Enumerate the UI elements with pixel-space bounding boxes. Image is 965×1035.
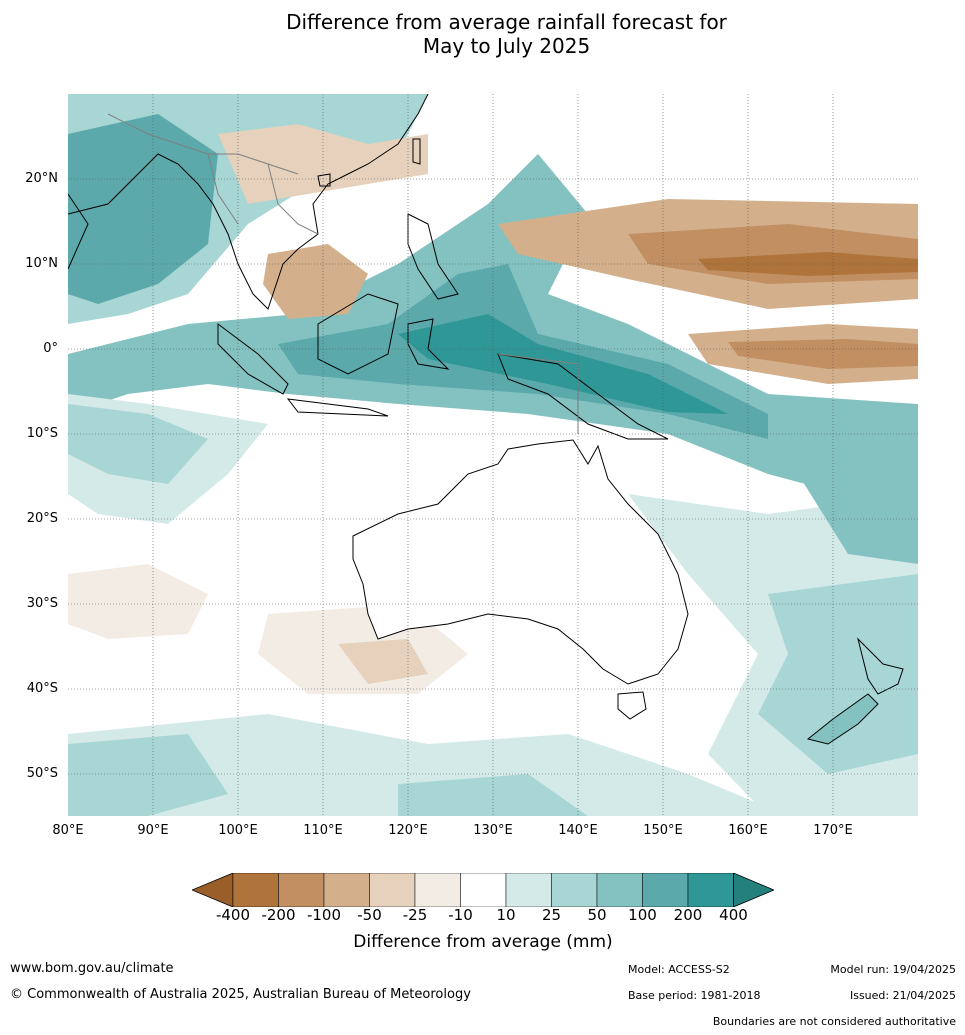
colorbar-tick: 50 bbox=[587, 906, 607, 924]
lat-label-20s: 20°S bbox=[26, 511, 58, 526]
lon-label-140e: 140°E bbox=[558, 823, 598, 838]
lon-label-90e: 90°E bbox=[137, 823, 169, 838]
colorbar-extend-high bbox=[733, 873, 774, 907]
lon-label-150e: 150°E bbox=[643, 823, 683, 838]
wet-region-southern-ocean-inner bbox=[68, 734, 228, 816]
lon-label-170e: 170°E bbox=[813, 823, 853, 838]
sumatra-coastline bbox=[217, 323, 289, 395]
colorbar-tick: 400 bbox=[719, 906, 748, 924]
colorbar-extend-low bbox=[192, 873, 234, 907]
lon-label-110e: 110°E bbox=[303, 823, 343, 838]
lat-label-10s: 10°S bbox=[26, 426, 58, 441]
wet-region-indian-ocean-inner bbox=[68, 404, 208, 484]
lon-label-160e: 160°E bbox=[728, 823, 768, 838]
india-coastline bbox=[68, 193, 89, 270]
title-line-2: May to July 2025 bbox=[422, 34, 591, 58]
colorbar-bin-pos100 bbox=[642, 873, 689, 907]
lat-label-0: 0° bbox=[43, 341, 58, 356]
colorbar-bin-pos200 bbox=[687, 873, 734, 907]
colorbar-tick: 100 bbox=[628, 906, 657, 924]
colorbar-bin-neg400 bbox=[232, 873, 279, 907]
title-line-1: Difference from average rainfall forecas… bbox=[286, 10, 727, 34]
dry-patch-bight-inner bbox=[338, 639, 428, 684]
wet-region-southern-ocean-east bbox=[398, 774, 588, 816]
lat-label-30s: 30°S bbox=[26, 596, 58, 611]
dry-region-pacific-equator-core bbox=[728, 339, 918, 369]
lon-label-80e: 80°E bbox=[52, 823, 84, 838]
colorbar-tick: -25 bbox=[402, 906, 428, 924]
wet-region-maritime-core bbox=[398, 314, 728, 414]
copyright-text: © Commonwealth of Australia 2025, Austra… bbox=[10, 987, 471, 1002]
colorbar-bin-neg100 bbox=[323, 873, 370, 907]
colorbar-bin-neutral bbox=[460, 873, 507, 907]
hainan-coastline bbox=[317, 173, 331, 187]
lat-label-10n: 10°N bbox=[25, 256, 58, 271]
website-link[interactable]: www.bom.gov.au/climate bbox=[10, 961, 174, 976]
tasmania-coastline bbox=[617, 691, 647, 720]
base-period-text: Base period: 1981-2018 bbox=[628, 989, 761, 1002]
colorbar-tick: 200 bbox=[673, 906, 703, 924]
colorbar-tick: -100 bbox=[306, 906, 342, 924]
colorbar-tick: -200 bbox=[261, 906, 296, 924]
dry-patch-south-indian bbox=[68, 564, 208, 639]
map-svg bbox=[68, 94, 918, 816]
rainfall-map bbox=[68, 94, 918, 816]
colorbar-bin-neg50 bbox=[369, 873, 416, 907]
borneo-coastline bbox=[317, 293, 399, 375]
colorbar-bin-pos25 bbox=[551, 873, 598, 907]
australia-coastline bbox=[352, 439, 689, 685]
wet-region-tasman bbox=[758, 574, 918, 774]
lon-label-120e: 120°E bbox=[388, 823, 428, 838]
dry-region-scs bbox=[263, 244, 368, 319]
lat-label-50s: 50°S bbox=[26, 766, 58, 781]
colorbar-tick: -50 bbox=[357, 906, 382, 924]
colorbar-bin-neg25 bbox=[414, 873, 461, 907]
asia-coastline bbox=[68, 94, 429, 310]
colorbar-tick: 10 bbox=[496, 906, 516, 924]
colorbar-bin-neg200 bbox=[278, 873, 325, 907]
colorbar-tick: -400 bbox=[215, 906, 251, 924]
graticule bbox=[68, 94, 918, 816]
lat-label-40s: 40°S bbox=[26, 681, 58, 696]
map-title: Difference from average rainfall forecas… bbox=[0, 10, 965, 58]
colorbar-bin-pos10 bbox=[505, 873, 552, 907]
new-zealand-north-island bbox=[857, 637, 904, 695]
dry-region-pacific-north-peak bbox=[698, 252, 918, 276]
taiwan-coastline bbox=[412, 138, 421, 165]
model-text: Model: ACCESS-S2 bbox=[628, 963, 730, 976]
java-coastline bbox=[286, 398, 389, 417]
wet-region-southern-ocean bbox=[68, 714, 788, 816]
lon-label-100e: 100°E bbox=[218, 823, 258, 838]
lat-label-20n: 20°N bbox=[25, 171, 58, 186]
model-run-text: Model run: 19/04/2025 bbox=[830, 963, 956, 976]
philippines-coastline bbox=[407, 213, 459, 300]
country-borders bbox=[107, 113, 579, 434]
colorbar-tick: 25 bbox=[541, 906, 562, 924]
colorbar-label: Difference from average (mm) bbox=[353, 932, 613, 952]
colorbar-tick: -10 bbox=[448, 906, 473, 924]
issued-text: Issued: 21/04/2025 bbox=[849, 989, 956, 1002]
colorbar-bin-pos50 bbox=[596, 873, 643, 907]
lon-label-130e: 130°E bbox=[473, 823, 513, 838]
wet-region-nw-inner bbox=[68, 114, 218, 304]
wet-region-pacific-east bbox=[798, 454, 918, 564]
disclaimer-text: Boundaries are not considered authoritat… bbox=[712, 1015, 956, 1028]
colorbar bbox=[192, 873, 774, 907]
